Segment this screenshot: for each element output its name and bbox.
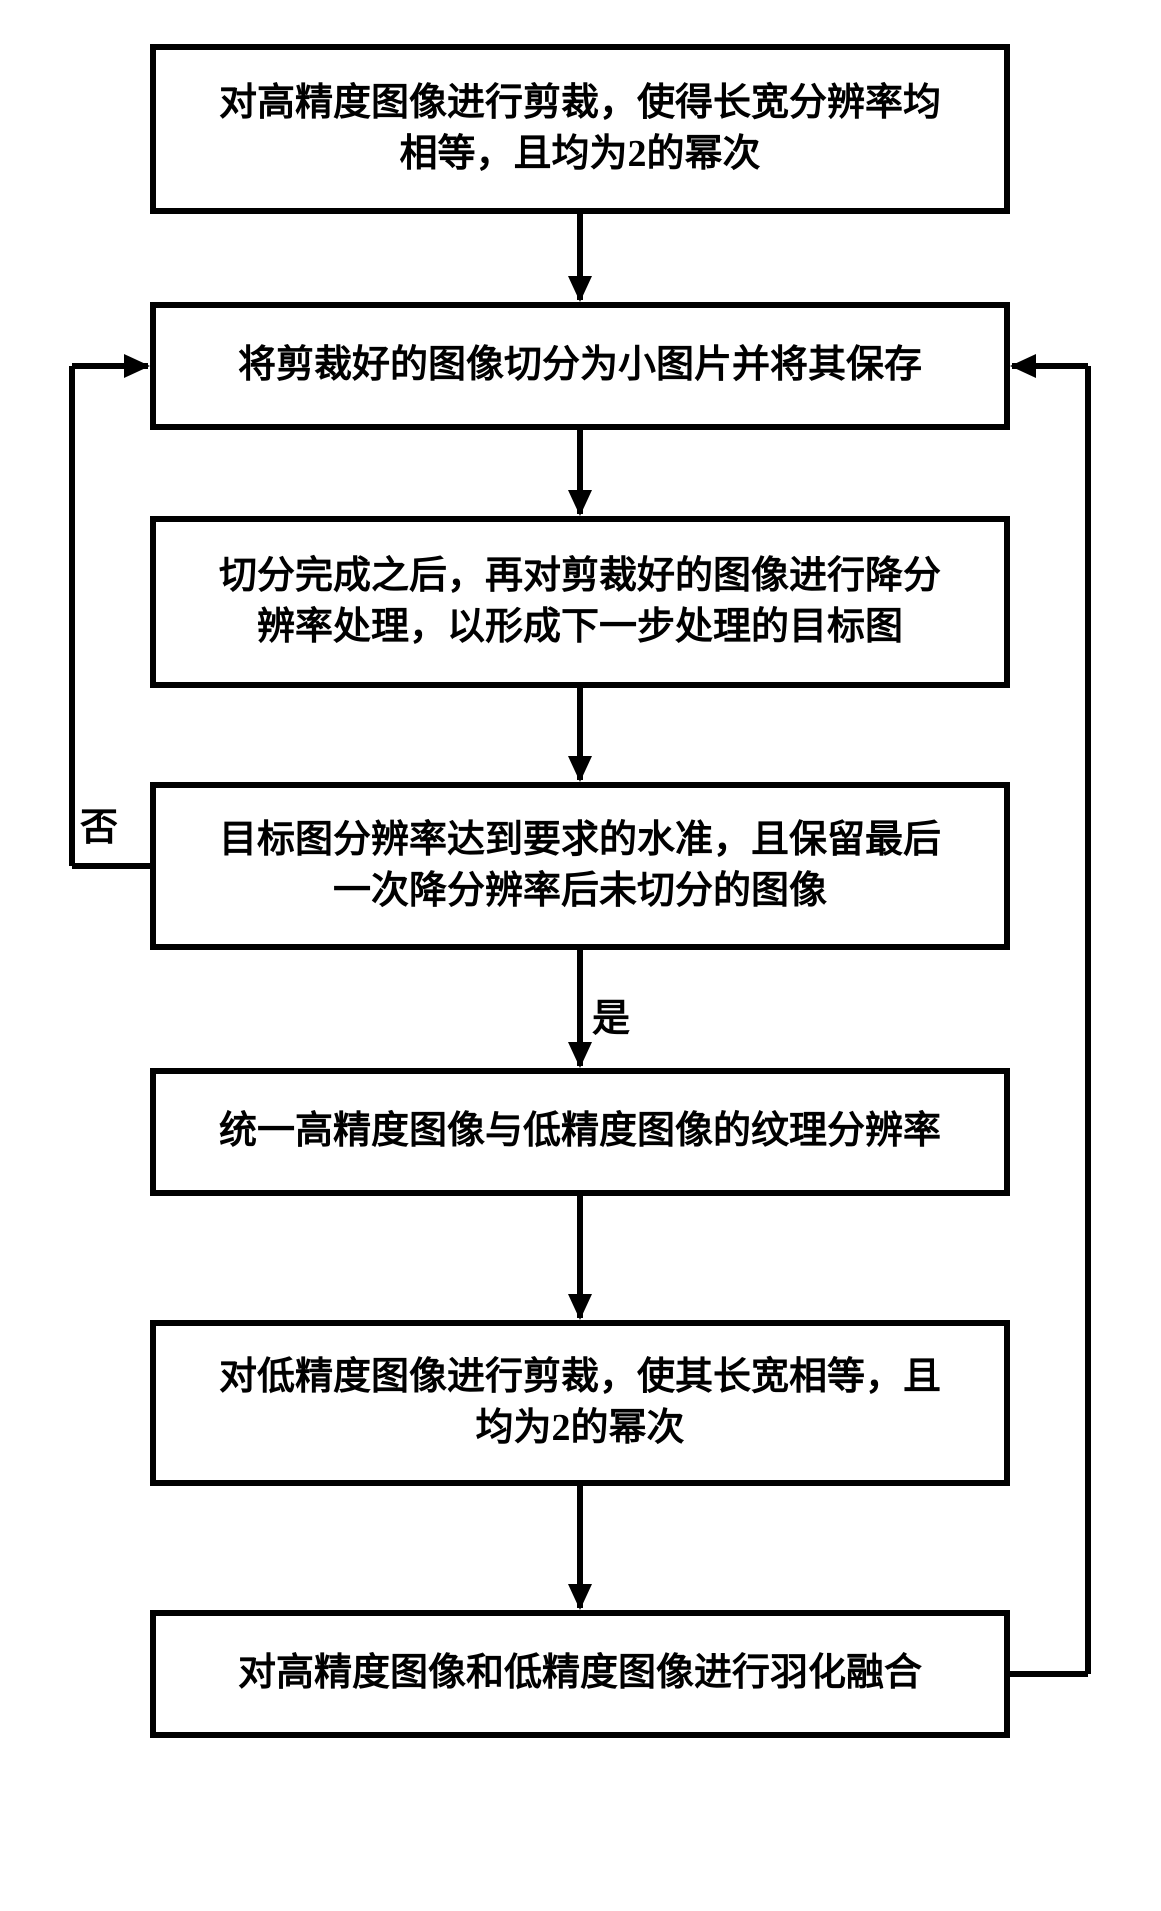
edge-label-no: 否 bbox=[80, 796, 118, 851]
flow-node-n3: 切分完成之后，再对剪裁好的图像进行降分 辨率处理，以形成下一步处理的目标图 bbox=[150, 516, 1010, 688]
edge-label-yes: 是 bbox=[592, 987, 630, 1042]
flow-node-n2: 将剪裁好的图像切分为小图片并将其保存 bbox=[150, 302, 1010, 430]
flow-node-text: 对高精度图像进行剪裁，使得长宽分辨率均 相等，且均为2的幂次 bbox=[219, 78, 941, 181]
flow-node-n5: 统一高精度图像与低精度图像的纹理分辨率 bbox=[150, 1068, 1010, 1196]
flow-node-n4: 目标图分辨率达到要求的水准，且保留最后 一次降分辨率后未切分的图像 bbox=[150, 782, 1010, 950]
flow-node-text: 将剪裁好的图像切分为小图片并将其保存 bbox=[238, 340, 922, 391]
flow-node-n1: 对高精度图像进行剪裁，使得长宽分辨率均 相等，且均为2的幂次 bbox=[150, 44, 1010, 214]
flow-node-text: 目标图分辨率达到要求的水准，且保留最后 一次降分辨率后未切分的图像 bbox=[219, 815, 941, 918]
flow-node-text: 切分完成之后，再对剪裁好的图像进行降分 辨率处理，以形成下一步处理的目标图 bbox=[219, 551, 941, 654]
flow-node-n6: 对低精度图像进行剪裁，使其长宽相等，且 均为2的幂次 bbox=[150, 1320, 1010, 1486]
flow-node-text: 对低精度图像进行剪裁，使其长宽相等，且 均为2的幂次 bbox=[219, 1352, 941, 1455]
flow-node-text: 对高精度图像和低精度图像进行羽化融合 bbox=[238, 1648, 922, 1699]
flow-node-n7: 对高精度图像和低精度图像进行羽化融合 bbox=[150, 1610, 1010, 1738]
flow-node-text: 统一高精度图像与低精度图像的纹理分辨率 bbox=[219, 1106, 941, 1157]
